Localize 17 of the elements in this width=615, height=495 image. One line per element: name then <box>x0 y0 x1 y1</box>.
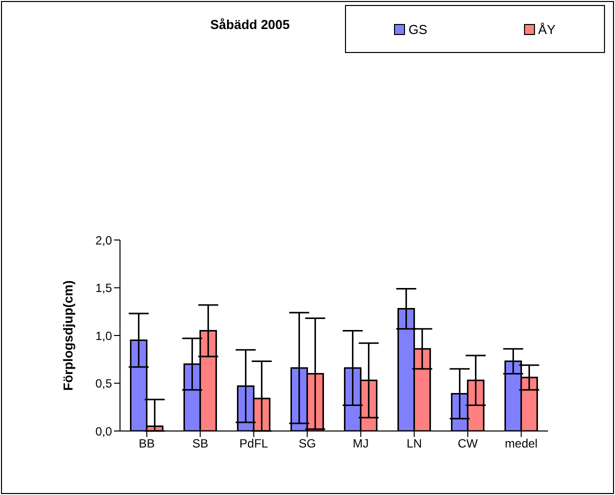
chart-title: Såbädd 2005 <box>209 17 291 32</box>
x-tick-label: SB <box>192 436 208 451</box>
y-tick-label: 0,5 <box>95 376 112 391</box>
legend-label: ÅY <box>538 22 556 36</box>
y-axis-title: Förplogsdjup(cm) <box>60 280 76 391</box>
x-tick-label: CW <box>458 436 478 451</box>
y-tick-label: 1,0 <box>95 328 112 343</box>
y-tick-label: 0,0 <box>95 424 112 438</box>
x-tick-label: LN <box>406 436 422 451</box>
x-tick-label: BB <box>138 436 155 451</box>
x-tick-label: MJ <box>352 436 369 451</box>
x-tick-label: SG <box>298 436 316 451</box>
y-tick-label: 1,5 <box>95 281 112 296</box>
legend-label: GS <box>408 22 428 36</box>
y-tick-label: 2,0 <box>95 233 112 248</box>
x-tick-label: PdFL <box>239 436 268 451</box>
x-tick-label: medel <box>504 436 538 451</box>
